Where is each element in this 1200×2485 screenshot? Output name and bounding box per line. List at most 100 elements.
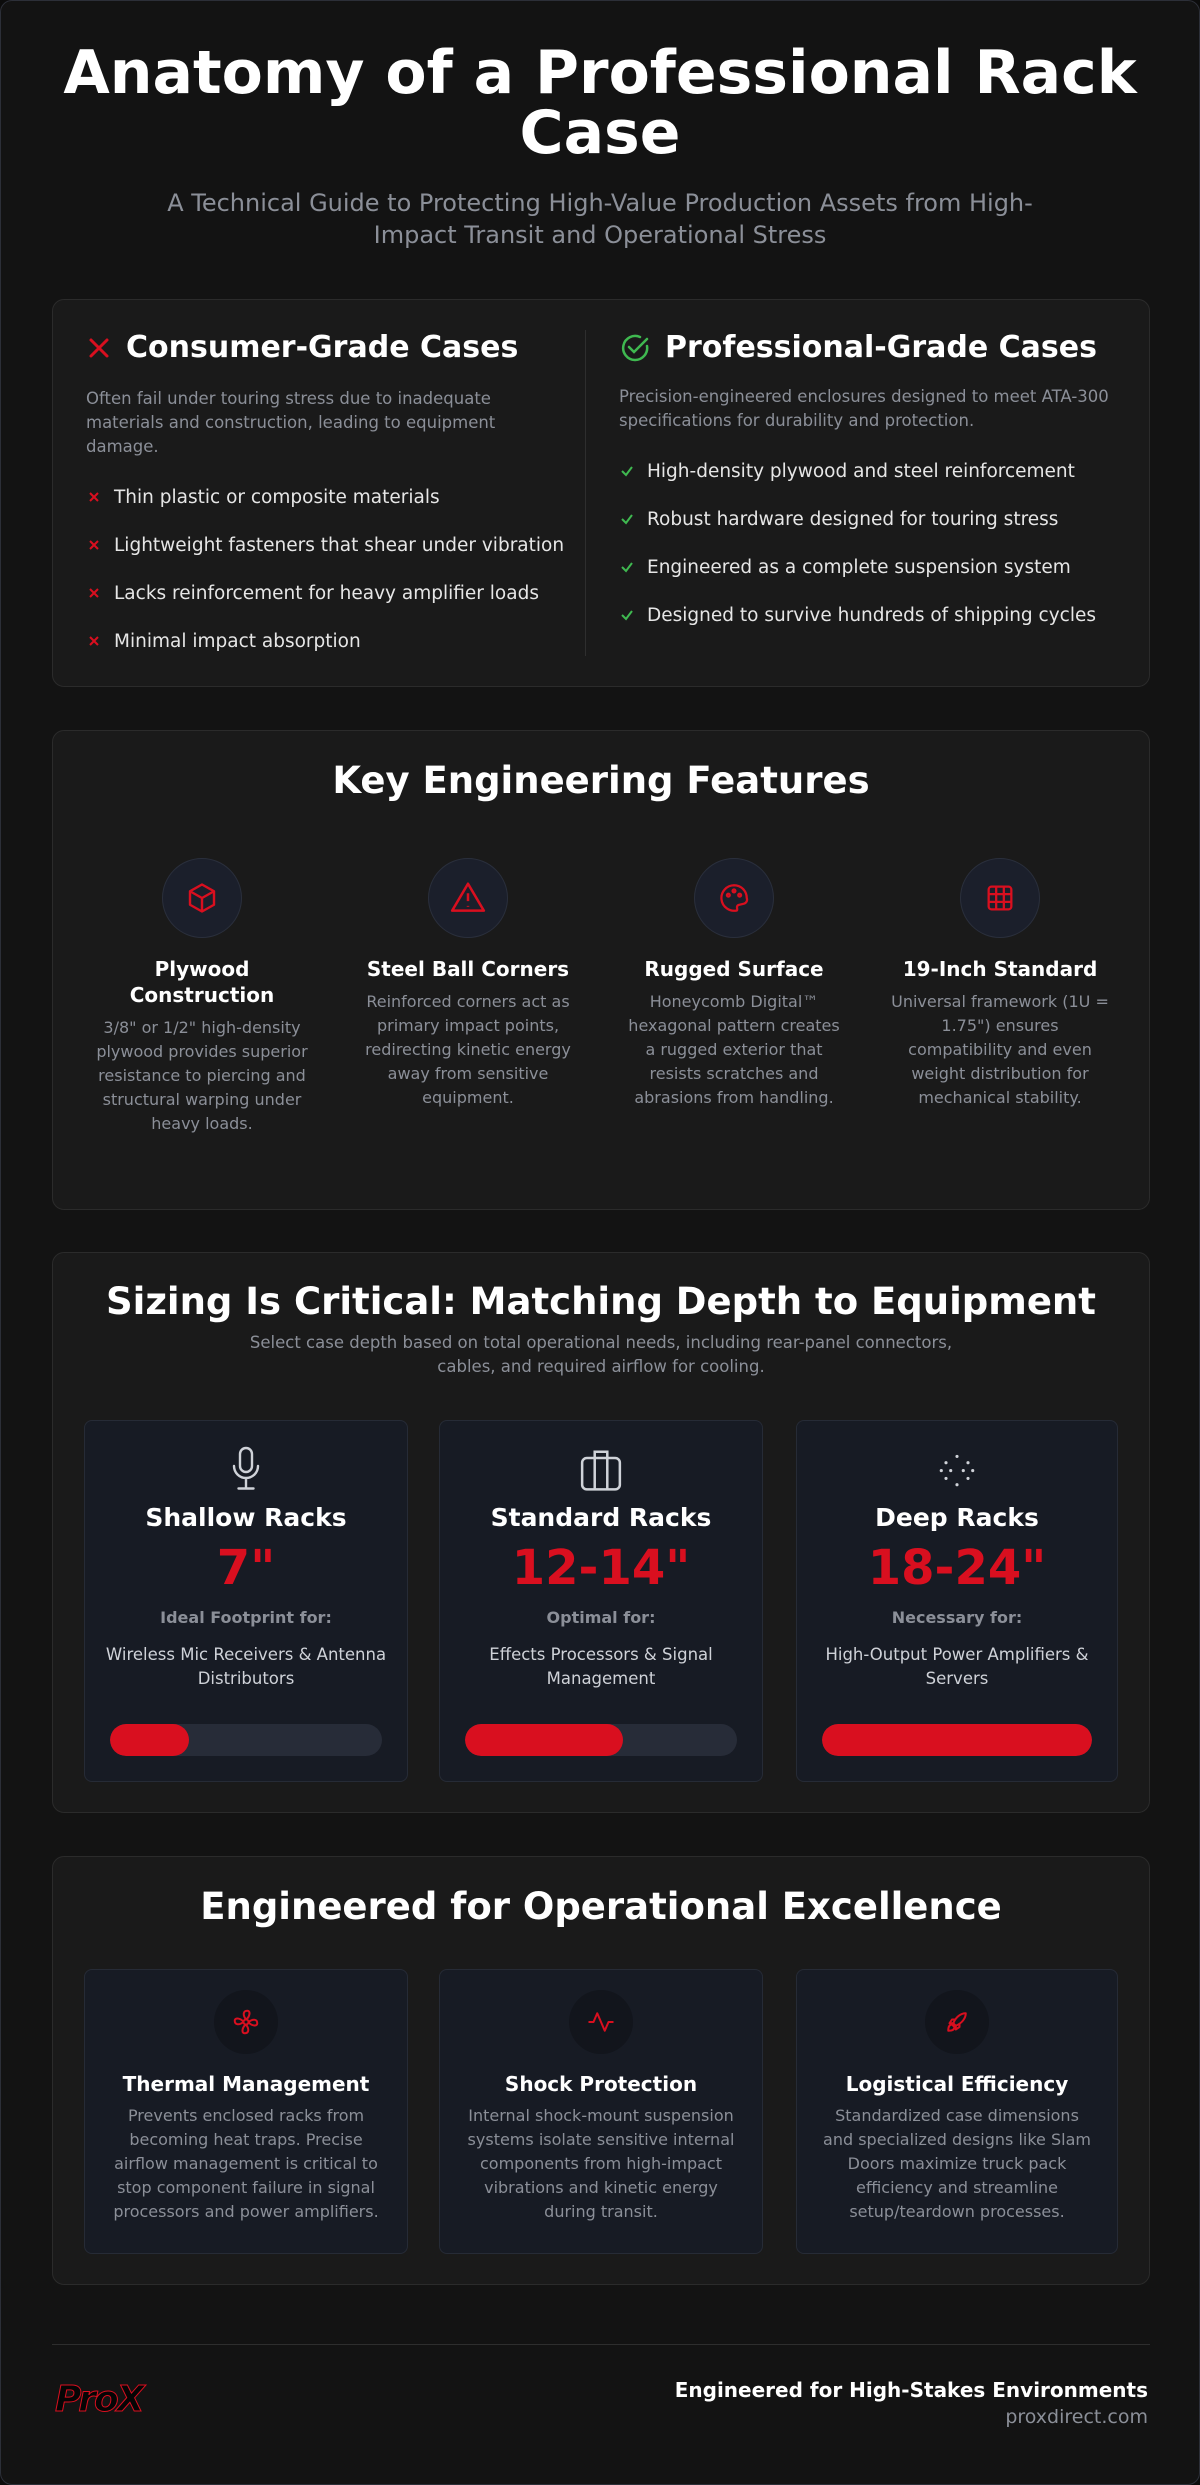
depth-bar: [822, 1724, 1092, 1756]
item-text: Minimal impact absorption: [114, 630, 361, 652]
rocket-icon: [947, 2012, 967, 2032]
grid-icon: [987, 885, 1013, 911]
palette-icon: [720, 884, 749, 912]
pulse-icon: [588, 2012, 614, 2032]
benefit-title: Thermal Management: [122, 2072, 370, 2096]
item-text: High-density plywood and steel reinforce…: [647, 460, 1075, 482]
rack-name: Shallow Racks: [145, 1503, 347, 1532]
excellence-panel: Engineered for Operational Excellence Th…: [52, 1856, 1150, 2285]
features-panel: Key Engineering Features Plywood Constru…: [52, 730, 1150, 1210]
x-icon: [89, 338, 109, 357]
benefit-icon: [214, 1990, 278, 2054]
tick: [621, 562, 633, 573]
item-text: Designed to survive hundreds of shipping…: [647, 604, 1097, 626]
consumer-description: Often fail under touring stress due to i…: [86, 389, 496, 456]
professional-column: Professional-Grade Cases Precision-engin…: [619, 330, 1129, 639]
feature-description: Honeycomb Digital™ hexagonal pattern cre…: [628, 992, 840, 1107]
mic-icon: [232, 1446, 260, 1490]
rack-card: Standard Racks 12-14" Optimal for: Effec…: [439, 1420, 763, 1782]
benefit-card: Shock Protection Internal shock-mount su…: [439, 1969, 763, 2254]
professional-title: Professional-Grade Cases: [665, 330, 1097, 365]
consumer-item: Lightweight fasteners that shear under v…: [86, 521, 566, 569]
cross: [89, 588, 99, 598]
feature-title: 19-Inch Standard: [902, 957, 1098, 981]
benefit-card: Thermal Management Prevents enclosed rac…: [84, 1969, 408, 2254]
professional-item: Designed to survive hundreds of shipping…: [619, 591, 1129, 639]
benefit-icon: [569, 1990, 633, 2054]
rack-label: Necessary for:: [891, 1608, 1023, 1627]
feature: Rugged Surface Honeycomb Digital™ hexago…: [624, 858, 844, 1110]
feature-description: Universal framework (1U = 1.75") ensures…: [891, 992, 1109, 1107]
dots-icon: [939, 1454, 975, 1487]
features-title: Key Engineering Features: [332, 759, 870, 802]
comparison-panel: Consumer-Grade Cases Often fail under to…: [52, 299, 1150, 687]
cross: [89, 540, 99, 550]
footer-url: proxdirect.com: [1005, 2406, 1148, 2428]
benefit-description: Standardized case dimensions and special…: [823, 2106, 1091, 2221]
benefit-card: Logistical Efficiency Standardized case …: [796, 1969, 1118, 2254]
item-text: Robust hardware designed for touring str…: [647, 508, 1059, 530]
item-text: Engineered as a complete suspension syst…: [647, 556, 1071, 578]
footer-rule: [52, 2344, 1150, 2345]
rack-name: Standard Racks: [490, 1503, 712, 1532]
consumer-item: Minimal impact absorption: [86, 617, 566, 665]
rack-size: 7": [216, 1540, 276, 1596]
item-text: Lacks reinforcement for heavy amplifier …: [114, 582, 539, 604]
rack-size: 12-14": [511, 1540, 691, 1596]
consumer-heading: Consumer-Grade Cases: [86, 330, 566, 365]
feature-icon: [694, 858, 774, 938]
rack-use: Wireless Mic Receivers & Antenna Distrib…: [105, 1645, 387, 1688]
feature-icon: [428, 858, 508, 938]
benefit-description: Prevents enclosed racks from becoming he…: [113, 2106, 379, 2221]
sizing-title: Sizing Is Critical: Matching Depth to Eq…: [106, 1280, 1096, 1323]
cross: [89, 636, 99, 646]
feature-title: Plywood Construction: [129, 957, 275, 1007]
depth-bar: [465, 1724, 737, 1756]
case-icon: [580, 1450, 622, 1491]
feature-description: Reinforced corners act as primary impact…: [365, 992, 571, 1107]
cube-icon: [188, 883, 216, 913]
rack-use: Effects Processors & Signal Management: [489, 1645, 713, 1688]
professional-heading: Professional-Grade Cases: [619, 330, 1129, 365]
sizing-panel: Sizing Is Critical: Matching Depth to Eq…: [52, 1252, 1150, 1813]
consumer-list: Thin plastic or composite materials Ligh…: [86, 473, 566, 665]
rack-card: Shallow Racks 7" Ideal Footprint for: Wi…: [84, 1420, 408, 1782]
item-text: Lightweight fasteners that shear under v…: [114, 534, 565, 556]
benefit-description: Internal shock-mount suspension systems …: [467, 2106, 735, 2221]
rack-size: 18-24": [867, 1540, 1047, 1596]
warning-icon: [450, 882, 486, 912]
feature: Plywood Construction 3/8" or 1/2" high-d…: [92, 858, 312, 1136]
tick: [621, 466, 633, 477]
professional-item: Engineered as a complete suspension syst…: [619, 543, 1129, 591]
consumer-column: Consumer-Grade Cases Often fail under to…: [86, 330, 566, 665]
feature-icon: [162, 858, 242, 938]
sizing-subtitle: Select case depth based on total operati…: [249, 1333, 953, 1376]
rack-label: Ideal Footprint for:: [160, 1608, 332, 1627]
feature-description: 3/8" or 1/2" high-density plywood provid…: [96, 1018, 308, 1133]
rack-name: Deep Racks: [875, 1503, 1039, 1532]
tick: [621, 514, 633, 525]
rack-label: Optimal for:: [546, 1608, 656, 1627]
professional-list: High-density plywood and steel reinforce…: [619, 447, 1129, 639]
consumer-title: Consumer-Grade Cases: [126, 330, 519, 365]
logo: ProX: [55, 2379, 146, 2421]
feature: 19-Inch Standard Universal framework (1U…: [890, 858, 1110, 1110]
divider: [585, 330, 586, 656]
feature-icon: [960, 858, 1040, 938]
benefit-title: Logistical Efficiency: [845, 2072, 1069, 2096]
tick: [621, 610, 633, 621]
feature: Steel Ball Corners Reinforced corners ac…: [358, 858, 578, 1110]
feature-title: Steel Ball Corners: [366, 957, 570, 981]
depth-bar: [110, 1724, 382, 1756]
excellence-title: Engineered for Operational Excellence: [200, 1885, 1002, 1928]
title: Anatomy of a Professional Rack Case: [63, 38, 1137, 168]
professional-description: Precision-engineered enclosures designed…: [619, 387, 1109, 430]
cross: [89, 492, 99, 502]
professional-item: Robust hardware designed for touring str…: [619, 495, 1129, 543]
consumer-item: Thin plastic or composite materials: [86, 473, 566, 521]
benefit-title: Shock Protection: [504, 2072, 698, 2096]
rack-use: High-Output Power Amplifiers & Servers: [825, 1645, 1089, 1688]
